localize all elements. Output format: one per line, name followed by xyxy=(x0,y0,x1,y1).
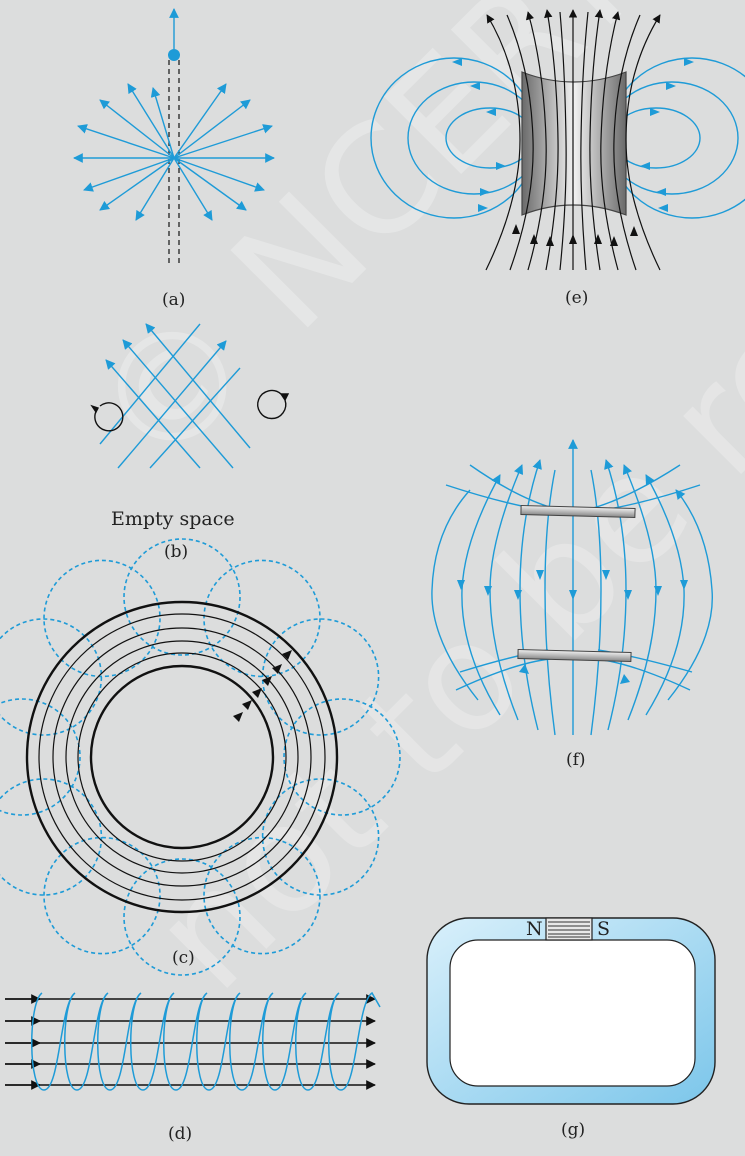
diagram-a xyxy=(73,8,275,265)
radial-field-line xyxy=(173,157,265,192)
toroid-field-loop xyxy=(123,858,241,976)
radial-field-line xyxy=(99,99,175,159)
diagram-e xyxy=(370,9,745,271)
magnet-field-lines xyxy=(485,9,661,271)
radial-field-line xyxy=(127,83,175,159)
toroid-field-loop xyxy=(261,618,380,736)
frame-opening xyxy=(449,939,696,1087)
toroid-field-loop xyxy=(0,778,103,896)
toroid-field-loop xyxy=(43,836,161,955)
diagram-d xyxy=(5,991,381,1091)
south-pole-label: S xyxy=(597,918,611,940)
radial-field-lines xyxy=(73,83,275,221)
toroid-arrows xyxy=(233,650,292,722)
radial-field-line xyxy=(173,157,247,211)
caption-g: (g) xyxy=(561,1120,586,1140)
bar-magnet xyxy=(521,71,627,216)
point-charge xyxy=(168,49,180,61)
north-pole-label: N xyxy=(526,918,543,940)
toroid-field-loop xyxy=(43,559,161,678)
radial-field-line xyxy=(173,124,273,159)
toroid-field-loop xyxy=(0,698,81,816)
radial-field-line xyxy=(173,99,251,159)
radial-field-line xyxy=(135,157,175,221)
caption-d: (d) xyxy=(168,1124,193,1144)
radial-field-line xyxy=(150,87,175,159)
toroid-field-loop xyxy=(203,559,321,678)
caption-a: (a) xyxy=(162,290,186,310)
diagram-f xyxy=(431,439,714,736)
radial-field-line xyxy=(77,124,175,159)
magnet-gap xyxy=(545,917,593,941)
rotation-loops xyxy=(90,389,290,432)
diagram-g xyxy=(426,917,716,1105)
plate-field-lines xyxy=(431,439,714,736)
upper-plate xyxy=(520,504,636,519)
radial-field-line xyxy=(83,157,175,192)
caption-e: (e) xyxy=(565,288,589,308)
toroid-field-loop xyxy=(203,836,321,955)
radial-field-line xyxy=(173,157,213,221)
empty-space-label: Empty space xyxy=(111,508,235,530)
toroid-field-loop xyxy=(123,538,241,656)
radial-field-line xyxy=(99,157,175,211)
caption-c: (c) xyxy=(172,948,195,968)
radial-field-line xyxy=(173,83,227,159)
lower-plate xyxy=(517,649,632,663)
toroid-field-loop xyxy=(261,778,380,896)
caption-f: (f) xyxy=(566,750,586,770)
solenoid-coil xyxy=(31,991,381,1091)
caption-b: (b) xyxy=(164,542,189,562)
diagram-b xyxy=(90,323,290,469)
toroid-field-loop xyxy=(283,698,401,816)
diagram-c xyxy=(0,538,401,976)
